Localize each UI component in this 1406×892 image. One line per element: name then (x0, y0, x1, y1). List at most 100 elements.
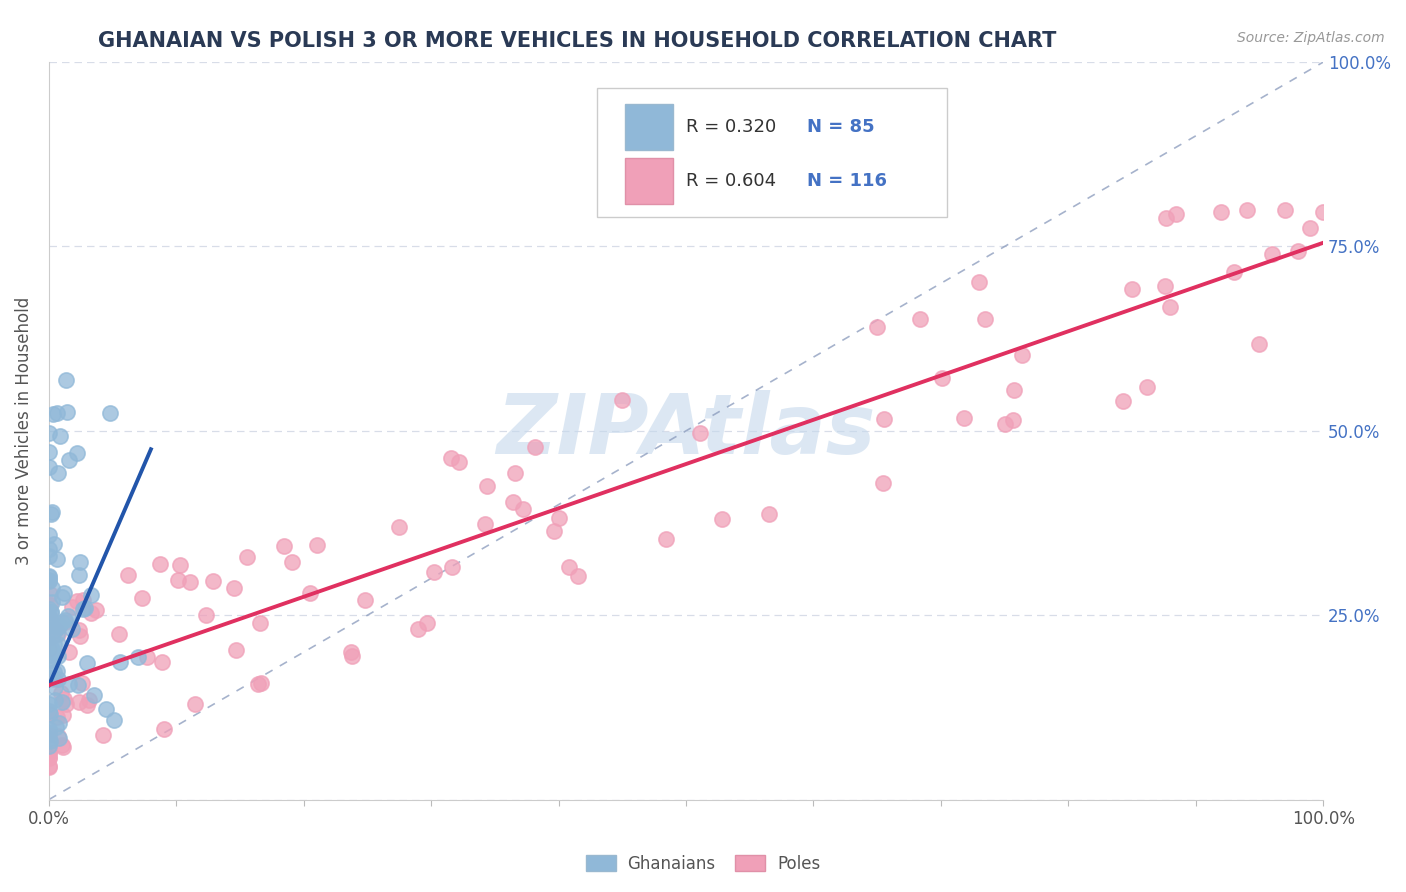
Point (1111, 394, 1133, 409)
Point (38, 602, 60, 616)
Point (80, 607, 103, 621)
Text: GHANAIAN VS POLISH 3 OR MORE VEHICLES IN HOUSEHOLD CORRELATION CHART: GHANAIAN VS POLISH 3 OR MORE VEHICLES IN… (98, 31, 1057, 51)
Point (38, 611, 60, 625)
Point (39, 640, 62, 654)
Point (56, 405, 79, 419)
Point (127, 650, 149, 665)
Point (1286, 244, 1309, 259)
Point (38, 574, 60, 589)
Point (1164, 206, 1187, 220)
Point (1154, 278, 1177, 293)
Point (46, 627, 69, 641)
Point (502, 495, 524, 509)
Point (41, 644, 63, 658)
Y-axis label: 3 or more Vehicles in Household: 3 or more Vehicles in Household (15, 297, 32, 565)
Point (1121, 282, 1143, 296)
FancyBboxPatch shape (598, 88, 948, 217)
Point (38, 747, 60, 761)
Point (1154, 211, 1177, 226)
Point (39, 605, 62, 619)
Point (45, 627, 67, 641)
Point (38, 541, 60, 556)
Point (1236, 202, 1258, 217)
Point (222, 581, 245, 595)
Point (110, 655, 132, 669)
Point (872, 476, 894, 491)
Point (83, 688, 105, 702)
Point (45, 552, 67, 566)
Point (973, 311, 995, 326)
Point (908, 312, 931, 326)
Text: N = 116: N = 116 (807, 172, 887, 190)
Point (873, 411, 896, 425)
Point (474, 516, 496, 531)
Point (72, 602, 94, 616)
Point (1002, 413, 1025, 427)
Point (166, 573, 188, 587)
Point (41, 648, 63, 662)
Point (103, 713, 125, 727)
Point (80, 588, 103, 602)
Point (117, 567, 139, 582)
Point (1211, 205, 1233, 219)
Point (84, 603, 107, 617)
Point (39, 605, 62, 619)
Point (547, 511, 569, 525)
Point (46, 466, 69, 480)
Point (38, 598, 60, 612)
Point (201, 574, 224, 588)
Point (66, 446, 89, 460)
Point (55, 697, 77, 711)
Point (41, 629, 63, 643)
Point (994, 417, 1017, 431)
Point (42, 672, 65, 686)
Point (48, 715, 70, 730)
Point (38, 759, 60, 773)
Point (39, 652, 62, 666)
Point (41, 505, 63, 519)
Point (38, 739, 60, 753)
Point (55, 615, 77, 629)
Point (689, 425, 711, 440)
Point (52, 585, 75, 599)
Legend: Ghanaians, Poles: Ghanaians, Poles (579, 848, 827, 880)
Point (48, 731, 70, 746)
Point (46, 620, 69, 634)
Point (38, 426, 60, 441)
Point (67, 677, 90, 691)
Point (440, 560, 463, 574)
Point (523, 440, 546, 454)
Point (69, 629, 91, 643)
Point (69, 555, 91, 569)
Point (60, 622, 83, 636)
Point (38, 587, 60, 601)
Point (56, 609, 79, 624)
Point (38, 697, 60, 711)
Point (1223, 265, 1246, 279)
Point (38, 722, 60, 736)
Point (98, 406, 121, 420)
Point (179, 574, 201, 589)
Point (49, 429, 72, 443)
Point (38, 610, 60, 624)
Point (67, 568, 90, 582)
Point (38, 642, 60, 657)
Point (51, 695, 73, 709)
Point (66, 593, 89, 607)
Text: R = 0.320: R = 0.320 (686, 119, 776, 136)
Point (72, 593, 94, 607)
Point (38, 706, 60, 721)
Point (44, 681, 66, 695)
Point (953, 411, 976, 425)
Point (1136, 380, 1159, 394)
Point (169, 558, 191, 572)
Point (48, 618, 70, 632)
Text: ZIPAtlas: ZIPAtlas (496, 391, 876, 471)
Point (38, 733, 60, 747)
Point (38, 704, 60, 718)
Point (38, 459, 60, 474)
Point (38, 549, 60, 563)
Point (46, 406, 69, 420)
Point (55, 373, 77, 387)
Point (153, 722, 176, 736)
